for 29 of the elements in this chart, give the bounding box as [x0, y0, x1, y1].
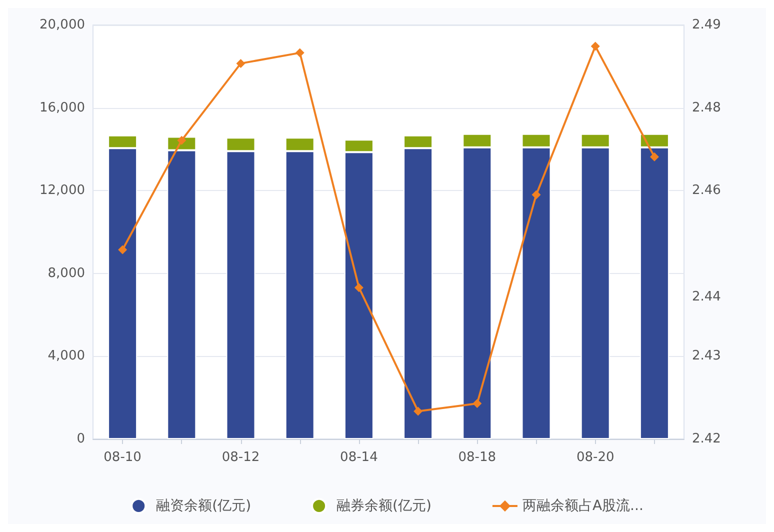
- legend-label: 融券余额(亿元): [336, 498, 432, 514]
- y-tick-label: 4,000: [48, 348, 85, 364]
- point: [414, 406, 423, 416]
- x-tick-label: 08-14: [340, 450, 378, 465]
- x-tick-label: 08-10: [104, 450, 142, 465]
- point: [295, 48, 304, 58]
- y2-tick-label: 2.42: [692, 432, 721, 446]
- point: [650, 152, 659, 162]
- point: [354, 283, 364, 292]
- y2-tick-label: 2.46: [692, 183, 721, 198]
- y-tick-label: 8,000: [48, 266, 85, 281]
- x-tick-label: 08-20: [576, 450, 614, 465]
- y-tick-label: 16,000: [40, 100, 85, 116]
- y2-tick-label: 2.43: [692, 348, 721, 364]
- y2-tick-label: 2.44: [692, 290, 721, 305]
- y2-tick-label: 2.48: [692, 100, 721, 116]
- y2-tick-label: 2.49: [692, 18, 721, 32]
- point: [590, 42, 600, 51]
- point: [236, 58, 246, 68]
- y-tick-label: 12,000: [40, 183, 85, 198]
- point: [532, 190, 541, 200]
- point: [118, 245, 128, 254]
- y-tick-label: 20,000: [40, 18, 85, 32]
- legend-label: 融资余额(亿元): [156, 498, 252, 514]
- x-tick-label: 08-18: [458, 450, 496, 465]
- point: [472, 399, 482, 408]
- x-tick-label: 08-12: [222, 450, 260, 465]
- legend-label: 两融余额占A股流...: [522, 498, 644, 514]
- y-tick-label: 0: [76, 432, 85, 446]
